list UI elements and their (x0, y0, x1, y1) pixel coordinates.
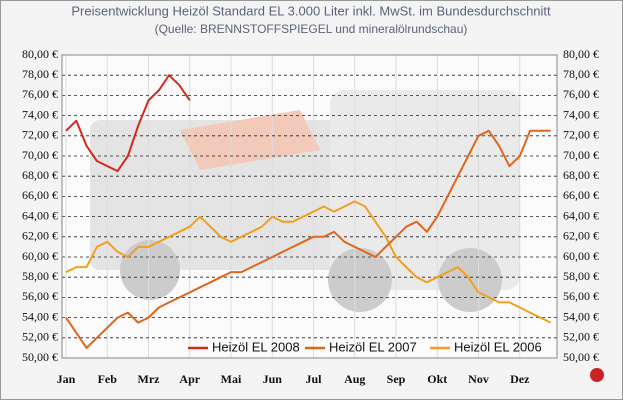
y2-tick-label: 74,00 € (563, 107, 599, 121)
legend-label: Heizöl EL 2006 (454, 339, 542, 354)
y-tick-label: 64,00 € (22, 208, 58, 222)
y-tick-label: 62,00 € (22, 229, 58, 243)
y2-tick-label: 56,00 € (563, 289, 599, 303)
y-tick-label: 54,00 € (22, 309, 58, 323)
x-tick-label: Jul (305, 372, 322, 386)
y2-tick-label: 52,00 € (563, 330, 599, 344)
x-tick-label: Apr (179, 372, 200, 386)
y2-tick-label: 50,00 € (563, 350, 599, 364)
x-tick-label: Nov (468, 372, 489, 386)
series-line (65, 74, 191, 173)
y2-tick-label: 66,00 € (563, 188, 599, 202)
legend-label: Heizöl EL 2008 (212, 339, 300, 354)
x-tick-label: Dez (510, 372, 530, 386)
y-tick-label: 50,00 € (22, 350, 58, 364)
y-tick-label: 58,00 € (22, 269, 58, 283)
x-tick-label: Aug (344, 372, 365, 386)
y2-tick-label: 72,00 € (563, 128, 599, 142)
y-tick-label: 74,00 € (22, 107, 58, 121)
y2-tick-label: 62,00 € (563, 229, 599, 243)
series-line (65, 200, 552, 324)
y2-tick-label: 54,00 € (563, 309, 599, 323)
y2-tick-label: 58,00 € (563, 269, 599, 283)
y-tick-label: 72,00 € (22, 128, 58, 142)
y2-tick-label: 70,00 € (563, 148, 599, 162)
y2-tick-label: 64,00 € (563, 208, 599, 222)
y2-tick-label: 80,00 € (563, 47, 599, 61)
y-tick-label: 60,00 € (22, 249, 58, 263)
y-tick-label: 70,00 € (22, 148, 58, 162)
x-tick-label: Jan (57, 372, 76, 386)
y2-tick-label: 78,00 € (563, 67, 599, 81)
y2-tick-label: 76,00 € (563, 87, 599, 101)
truck-image (90, 90, 520, 312)
chart-subtitle: (Quelle: BRENNSTOFFSPIEGEL und mineralöl… (155, 22, 468, 36)
y-tick-label: 80,00 € (22, 47, 58, 61)
y-tick-label: 78,00 € (22, 67, 58, 81)
y2-tick-label: 68,00 € (563, 168, 599, 182)
y-tick-label: 56,00 € (22, 289, 58, 303)
logo (590, 368, 604, 382)
y2-tick-label: 60,00 € (563, 249, 599, 263)
x-tick-label: Feb (98, 372, 118, 386)
plot-area (62, 55, 557, 358)
series-line (65, 129, 551, 349)
x-tick-label: Sep (387, 372, 406, 386)
y-tick-label: 68,00 € (22, 168, 58, 182)
x-tick-label: Okt (427, 372, 447, 386)
y-tick-label: 76,00 € (22, 87, 58, 101)
y-tick-label: 66,00 € (22, 188, 58, 202)
chart-title: Preisentwicklung Heizöl Standard EL 3.00… (71, 3, 551, 18)
x-tick-label: Mrz (138, 372, 161, 386)
plot-border (61, 54, 558, 359)
legend-label: Heizöl EL 2007 (329, 339, 417, 354)
x-tick-label: Jun (263, 372, 283, 386)
y-tick-label: 52,00 € (22, 330, 58, 344)
x-tick-label: Mai (221, 372, 242, 386)
